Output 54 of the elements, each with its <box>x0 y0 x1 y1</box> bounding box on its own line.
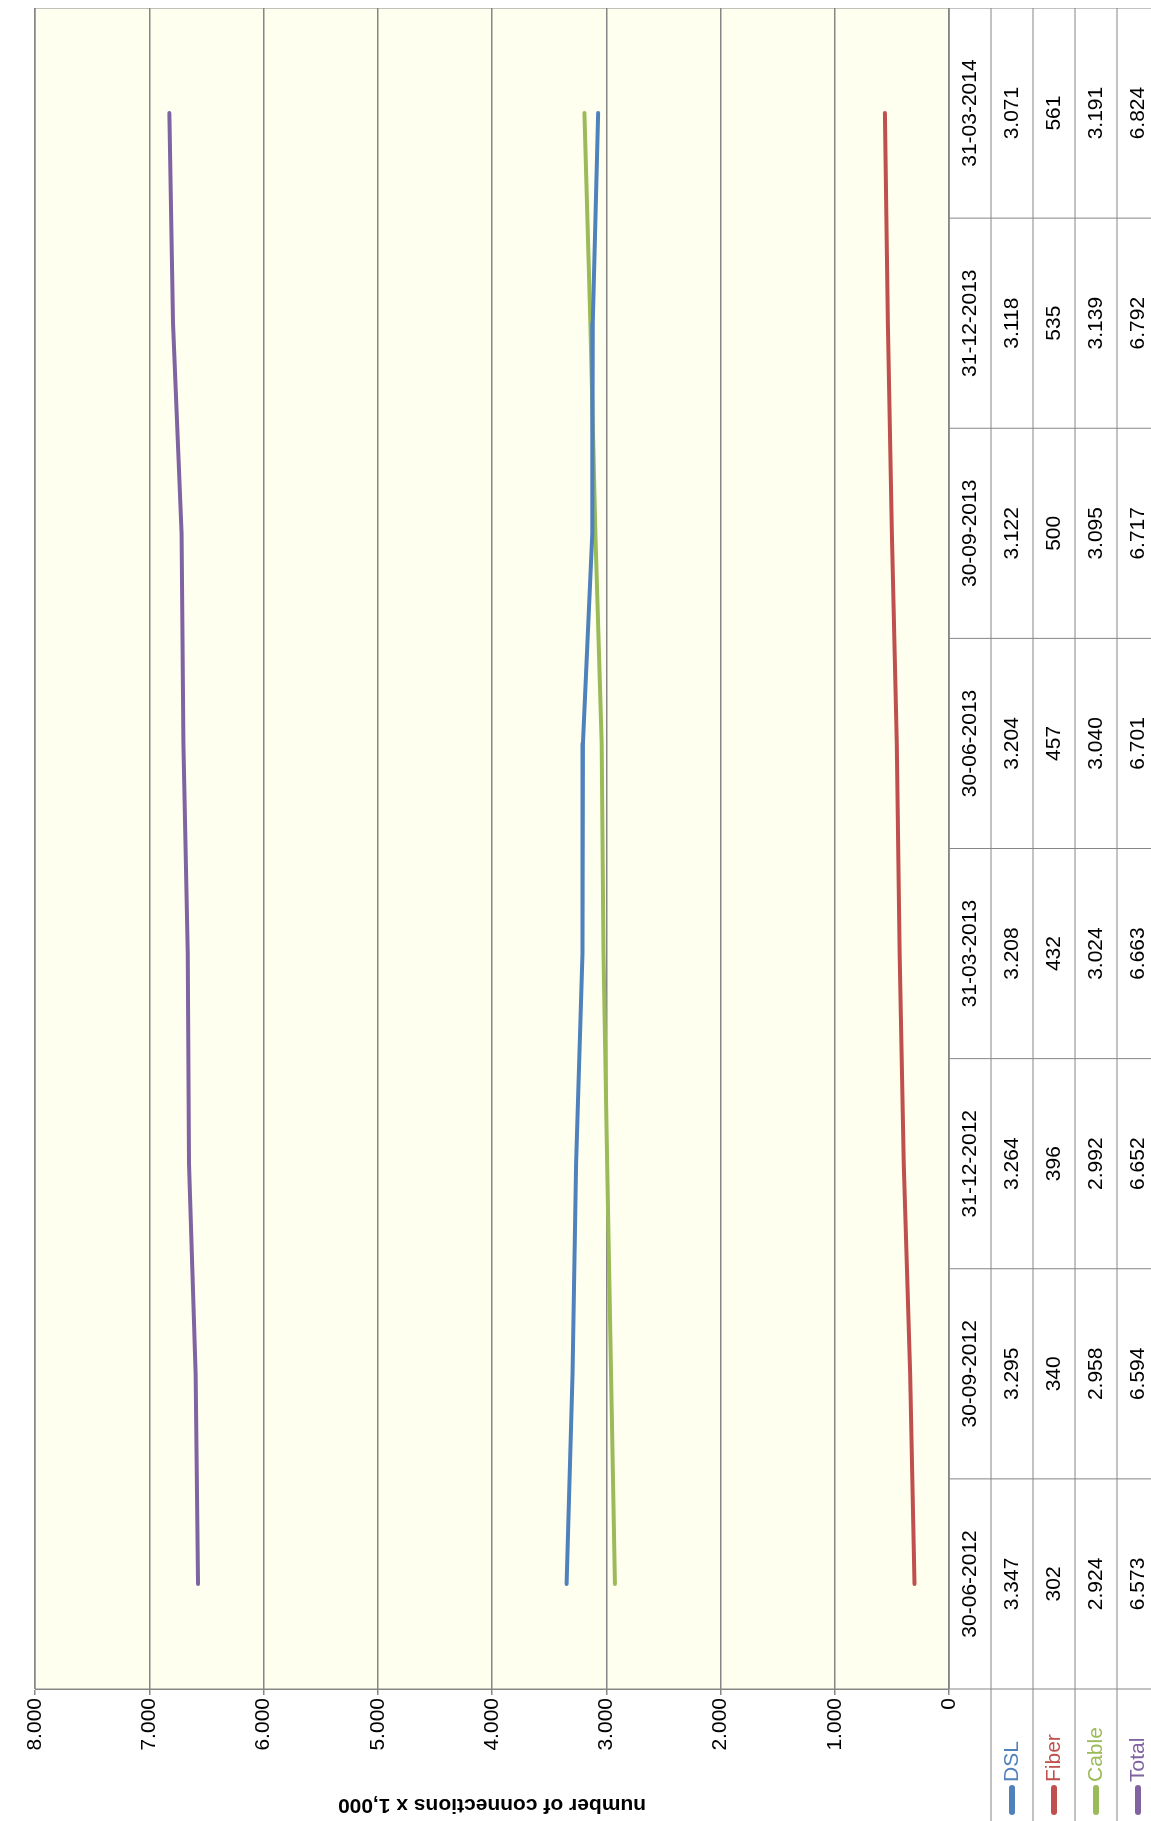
data-label: 3.295 <box>998 1347 1022 1401</box>
text: Cable <box>1082 1727 1106 1782</box>
x-tick-label: 4.000 <box>478 1698 502 1751</box>
data-label: 396 <box>1040 1146 1064 1182</box>
data-label: 6.792 <box>1124 296 1148 350</box>
x-tick-label: 3.000 <box>593 1698 617 1751</box>
y-tick-label: 30-06-2013 <box>956 689 980 798</box>
x-axis-title: number of connections x 1,000 <box>337 1795 647 1819</box>
data-label: 2.992 <box>1082 1137 1106 1190</box>
y-tick-label: 31-12-2013 <box>956 269 980 377</box>
data-label: 6.573 <box>1124 1557 1148 1611</box>
data-label: 3.208 <box>998 927 1022 980</box>
x-tick-label: 5.000 <box>364 1698 388 1751</box>
data-label: 535 <box>1040 305 1064 341</box>
x-tick-label: 7.000 <box>136 1698 160 1751</box>
data-label: 6.652 <box>1124 1137 1148 1190</box>
data-label: 3.204 <box>998 716 1022 770</box>
y-tick-label: 31-03-2013 <box>956 899 980 1008</box>
data-label: 3.071 <box>998 86 1022 140</box>
data-label: 3.040 <box>1082 717 1106 770</box>
data-label: 6.717 <box>1124 507 1148 560</box>
data-label: 340 <box>1040 1356 1064 1392</box>
data-label: 2.924 <box>1082 1557 1106 1611</box>
text: Fiber <box>1040 1734 1064 1782</box>
x-tick-label: 2.000 <box>707 1698 731 1751</box>
data-label: 6.824 <box>1124 86 1148 140</box>
data-label: 561 <box>1040 95 1064 131</box>
data-label: 432 <box>1040 936 1064 972</box>
y-tick-label: 30-09-2012 <box>956 1320 980 1428</box>
y-tick-label: 31-12-2012 <box>956 1109 980 1218</box>
data-label: 3.191 <box>1082 86 1106 140</box>
y-tick-label: 30-06-2012 <box>956 1530 980 1638</box>
data-label: 3.024 <box>1082 926 1106 980</box>
x-tick-label: 8.000 <box>21 1698 45 1751</box>
data-label: 6.594 <box>1124 1347 1148 1401</box>
x-tick-label: 0 <box>935 1698 959 1710</box>
x-tick-label: 1.000 <box>821 1698 845 1751</box>
data-label: 3.118 <box>998 297 1022 349</box>
y-tick-label: 30-09-2013 <box>956 479 980 588</box>
data-label: 3.139 <box>1082 296 1106 350</box>
data-label: 457 <box>1040 725 1064 761</box>
data-label: 3.095 <box>1082 507 1106 560</box>
data-label: 302 <box>1040 1566 1064 1602</box>
data-label: 3.122 <box>998 507 1022 560</box>
x-tick-label: 6.000 <box>250 1698 274 1751</box>
data-label: 3.264 <box>998 1137 1022 1190</box>
data-label: 2.958 <box>1082 1347 1106 1401</box>
y-tick-label: 31-03-2014 <box>956 59 980 167</box>
data-label: 6.663 <box>1124 927 1148 980</box>
data-label: 500 <box>1040 515 1064 551</box>
text: DSL <box>998 1741 1022 1782</box>
data-label: 3.347 <box>998 1557 1022 1611</box>
data-label: 6.701 <box>1124 717 1148 770</box>
text: Total <box>1124 1737 1148 1782</box>
